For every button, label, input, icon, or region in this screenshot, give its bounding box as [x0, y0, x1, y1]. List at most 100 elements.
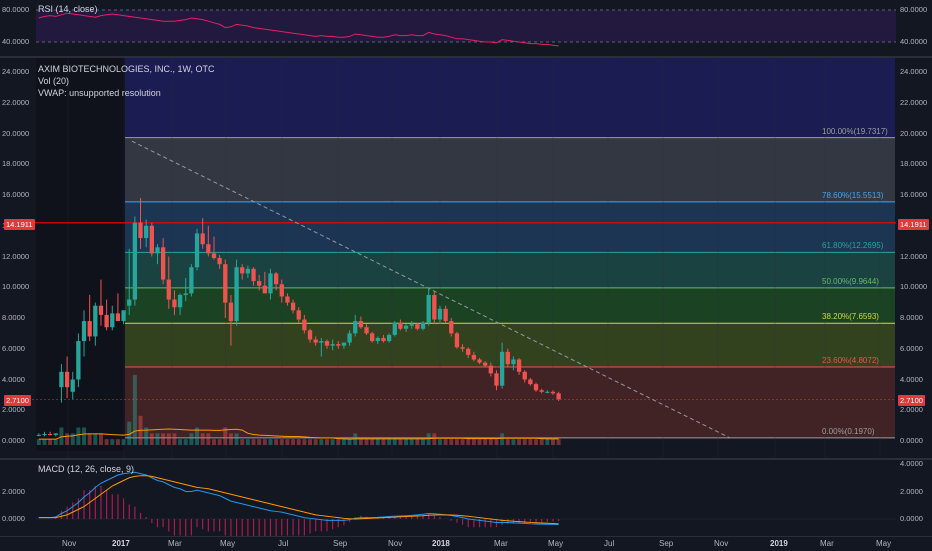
volume-bar — [336, 439, 341, 445]
volume-bar — [149, 433, 154, 445]
candle-body — [279, 284, 284, 297]
candle-body — [87, 321, 92, 337]
time-axis-label: 2018 — [432, 539, 450, 548]
time-axis-label: Mar — [820, 539, 834, 548]
candle-body — [409, 324, 414, 326]
candle-body — [499, 351, 505, 386]
volume-bar — [550, 439, 555, 445]
volume-bar — [211, 439, 216, 445]
candle-body — [81, 321, 87, 342]
volume-bar — [398, 439, 403, 445]
volume-bar — [392, 439, 397, 445]
candle-body — [483, 362, 488, 366]
volume-bar — [223, 427, 228, 445]
price-tick-label: 16.0000 — [2, 190, 30, 199]
time-axis-label: Mar — [168, 539, 182, 548]
candle-body — [296, 310, 301, 320]
candle-body — [477, 359, 482, 363]
volume-bar — [53, 439, 58, 445]
time-axis-label: May — [220, 539, 236, 548]
candle-body — [398, 322, 403, 329]
candle-body — [330, 344, 335, 346]
volume-bar — [245, 439, 250, 445]
volume-bar — [127, 421, 132, 445]
macd-label: MACD (12, 26, close, 9) — [38, 464, 135, 474]
candle-body — [138, 222, 143, 239]
candle-body — [375, 337, 380, 342]
candle-body — [324, 341, 330, 346]
fib-level-label: 23.60%(4.8072) — [822, 356, 879, 366]
candle-body — [166, 279, 171, 300]
price-tick-label: 10.0000 — [2, 282, 30, 292]
time-axis-label: Nov — [714, 539, 729, 548]
candle-body — [285, 296, 290, 303]
candle-body — [443, 308, 448, 322]
volume-bar — [206, 433, 211, 445]
price-pane[interactable]: AXIM BIOTECHNOLOGIES, INC., 1W, OTC Vol … — [0, 58, 932, 458]
volume-bar — [302, 439, 307, 445]
volume-bar — [183, 439, 188, 445]
macd-line — [38, 471, 559, 525]
candle-body — [273, 273, 279, 285]
candle-body — [70, 379, 75, 392]
candle-body — [223, 264, 228, 303]
candle-body — [522, 371, 527, 380]
price-tick-label: 6.0000 — [2, 343, 25, 353]
volume-bar — [132, 375, 137, 445]
candle-body — [307, 330, 313, 340]
candle-body — [313, 339, 318, 343]
volume-bar — [494, 439, 499, 445]
fib-level-label: 50.00%(9.9644) — [822, 276, 879, 286]
macd-tick-label: 0.0000 — [2, 514, 25, 523]
volume-bar — [477, 439, 482, 445]
time-axis[interactable]: Nov 2017 Mar May Jul Sep Nov 2018 Mar May Jul Sep No… — [0, 536, 932, 551]
candle-body — [121, 310, 126, 322]
candle-body — [110, 313, 115, 328]
candle-body — [160, 247, 166, 280]
candle-body — [460, 347, 465, 349]
price-tick-label: 16.0000 — [900, 190, 928, 199]
time-axis-label: Sep — [333, 539, 348, 548]
rsi-pane[interactable]: RSI (14, close) — [0, 0, 932, 56]
candle-body — [104, 314, 109, 328]
volume-bar — [217, 439, 222, 445]
price-tick-label: 24.0000 — [900, 67, 928, 76]
volume-bar — [42, 439, 47, 445]
candle-body — [336, 344, 341, 346]
candle-body — [539, 390, 544, 392]
fib-band — [125, 201, 895, 253]
volume-bar — [155, 433, 160, 445]
candle-body — [245, 268, 251, 274]
volume-bar — [437, 439, 442, 445]
volume-bar — [82, 427, 87, 445]
pane-separator[interactable] — [0, 56, 932, 58]
volume-bar — [313, 439, 318, 445]
candle-body — [370, 333, 375, 342]
volume-bar — [178, 439, 183, 445]
volume-bar — [251, 439, 256, 445]
volume-bar — [347, 439, 352, 445]
price-tick-label: 12.0000 — [2, 251, 30, 261]
volume-bar — [59, 427, 64, 445]
candle-body — [403, 325, 409, 329]
candle-body — [189, 267, 194, 294]
volume-bar — [460, 439, 465, 445]
vwap-legend[interactable]: VWAP: unsupported resolution — [38, 88, 161, 98]
price-tick-label: 0.0000 — [900, 436, 923, 445]
volume-bar — [466, 439, 471, 445]
time-axis-label: Mar — [494, 539, 508, 548]
price-tick-label: 12.0000 — [900, 251, 928, 261]
last-price-tag-right: 2.7100 — [898, 395, 925, 406]
candle-body — [392, 322, 397, 335]
candle-body — [144, 225, 149, 239]
candle-body — [76, 341, 81, 380]
volume-bar — [262, 439, 267, 445]
rsi-tick-label: 40.0000 — [900, 37, 928, 46]
time-axis-label: May — [548, 539, 564, 548]
volume-legend[interactable]: Vol (20) — [38, 76, 70, 86]
pane-separator[interactable] — [0, 458, 932, 460]
symbol-legend[interactable]: AXIM BIOTECHNOLOGIES, INC., 1W, OTC — [38, 64, 215, 74]
volume-bar — [505, 439, 510, 445]
volume-bar — [404, 439, 409, 445]
macd-pane[interactable]: MACD (12, 26, close, 9) — [0, 460, 932, 536]
